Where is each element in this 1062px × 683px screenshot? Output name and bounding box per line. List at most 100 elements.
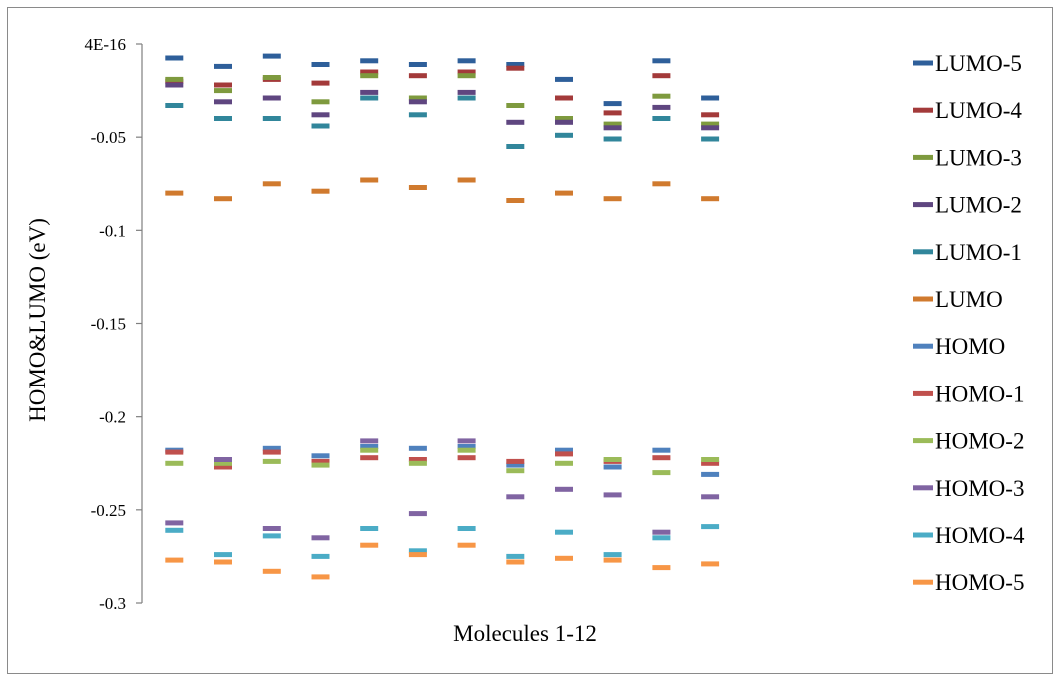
data-point-homo: [603, 464, 622, 470]
data-point-lumo-1: [214, 116, 232, 121]
data-point-homo-3: [262, 526, 281, 531]
data-point-lumo-3: [262, 75, 281, 80]
data-point-homo-4: [165, 527, 184, 533]
legend-swatch: [913, 532, 933, 538]
data-point-homo-1: [457, 455, 476, 461]
data-point-homo-3: [652, 529, 671, 535]
data-point-lumo-2: [506, 119, 525, 125]
data-point-homo-5: [165, 557, 184, 563]
data-point-lumo-2: [457, 89, 476, 95]
data-point-homo-3: [506, 494, 525, 500]
data-point-lumo: [555, 190, 573, 196]
data-point-lumo-3: [165, 76, 184, 82]
legend-label: LUMO-4: [935, 98, 1022, 123]
data-point-lumo: [701, 196, 720, 202]
data-point-homo-1: [408, 457, 427, 462]
data-point-homo-2: [701, 457, 720, 462]
data-point-lumo-4: [408, 73, 427, 79]
data-point-homo-1: [506, 458, 525, 464]
data-point-lumo-3: [506, 103, 525, 108]
data-point-homo-3: [408, 511, 427, 517]
data-point-homo-3: [165, 520, 184, 526]
y-tick-label: -0.05: [91, 128, 126, 147]
data-point-lumo: [652, 181, 671, 187]
data-point-homo-2: [457, 447, 476, 453]
legend-label: LUMO-5: [935, 51, 1022, 76]
data-point-lumo-5: [214, 63, 232, 69]
legend-swatch: [913, 60, 933, 66]
data-point-lumo: [360, 177, 379, 183]
data-point-lumo-3: [214, 88, 232, 94]
data-point-homo-5: [311, 574, 330, 580]
data-point-homo-4: [262, 533, 281, 539]
legend-swatch: [913, 249, 933, 255]
data-point-homo: [701, 471, 720, 477]
data-point-homo-5: [457, 542, 476, 548]
data-point-lumo: [165, 190, 184, 196]
data-point-homo-4: [652, 535, 671, 541]
y-tick-labels: 4E-16 -0.05 -0.1 -0.15 -0.2 -0.25 -0.3: [84, 35, 126, 613]
data-point-homo-3: [360, 438, 379, 444]
data-point-homo-1: [311, 458, 330, 464]
data-point-homo-4: [603, 552, 622, 558]
data-point-homo-2: [408, 460, 427, 466]
data-point-lumo-4: [360, 69, 379, 75]
data-point-homo-1: [262, 449, 281, 455]
legend-label: LUMO-2: [935, 193, 1022, 218]
legend-label: HOMO-4: [935, 523, 1025, 548]
data-point-lumo-4: [457, 69, 476, 75]
data-point-homo-2: [165, 460, 184, 466]
data-point-homo-2: [262, 458, 281, 464]
data-point-homo-1: [555, 451, 573, 457]
legend-label: HOMO-5: [935, 570, 1024, 595]
data-point-homo-2: [555, 460, 573, 466]
data-point-lumo-1: [506, 144, 525, 149]
legend-label: LUMO: [935, 287, 1003, 312]
data-point-lumo-3: [652, 93, 671, 99]
data-point-homo-5: [555, 555, 573, 561]
chart-area: [7, 7, 1053, 674]
y-tick-label: 4E-16: [84, 35, 126, 54]
legend-label: HOMO-2: [935, 429, 1024, 454]
data-point-homo-4: [555, 529, 573, 535]
data-point-lumo-2: [311, 112, 330, 118]
legend-label: HOMO-1: [935, 381, 1024, 406]
data-point-lumo-3: [408, 95, 427, 101]
data-point-lumo-2: [408, 99, 427, 105]
y-tick-label: -0.25: [91, 501, 126, 520]
data-point-lumo-3: [701, 121, 720, 127]
data-point-lumo-1: [311, 123, 330, 129]
y-axis-title: HOMO&LUMO (eV): [25, 218, 50, 422]
data-point-homo-5: [262, 568, 281, 574]
data-point-homo-1: [701, 460, 720, 466]
data-point-homo: [652, 447, 671, 453]
data-point-lumo: [214, 196, 232, 202]
data-point-homo-4: [701, 524, 720, 530]
data-point-homo-3: [311, 535, 330, 541]
data-point-lumo-2: [652, 104, 671, 110]
data-point-homo-5: [214, 559, 232, 565]
data-point-lumo-1: [262, 116, 281, 121]
data-point-lumo-2: [360, 89, 379, 95]
legend: LUMO-5 LUMO-4 LUMO-3 LUMO-2 LUMO-1 LUMO HOMO HO…: [913, 51, 1025, 595]
data-point-homo-4: [214, 552, 232, 558]
data-point-lumo-1: [165, 103, 184, 108]
data-point-lumo: [408, 185, 427, 190]
data-point-lumo-3: [457, 73, 476, 79]
data-point-homo-4: [457, 526, 476, 531]
data-point-lumo-1: [408, 112, 427, 118]
data-point-homo-2: [311, 462, 330, 468]
data-point-lumo-5: [165, 55, 184, 61]
legend-swatch: [913, 579, 933, 585]
data-point-lumo-3: [311, 99, 330, 105]
data-point-homo-1: [360, 455, 379, 461]
legend-label: HOMO: [935, 334, 1005, 359]
data-point-homo-4: [408, 548, 427, 554]
data-point-lumo-5: [555, 76, 573, 82]
data-point-lumo-2: [555, 119, 573, 125]
legend-swatch: [913, 485, 933, 491]
legend-swatch: [913, 154, 933, 160]
data-point-homo-5: [506, 559, 525, 565]
data-point-homo-3: [457, 438, 476, 444]
